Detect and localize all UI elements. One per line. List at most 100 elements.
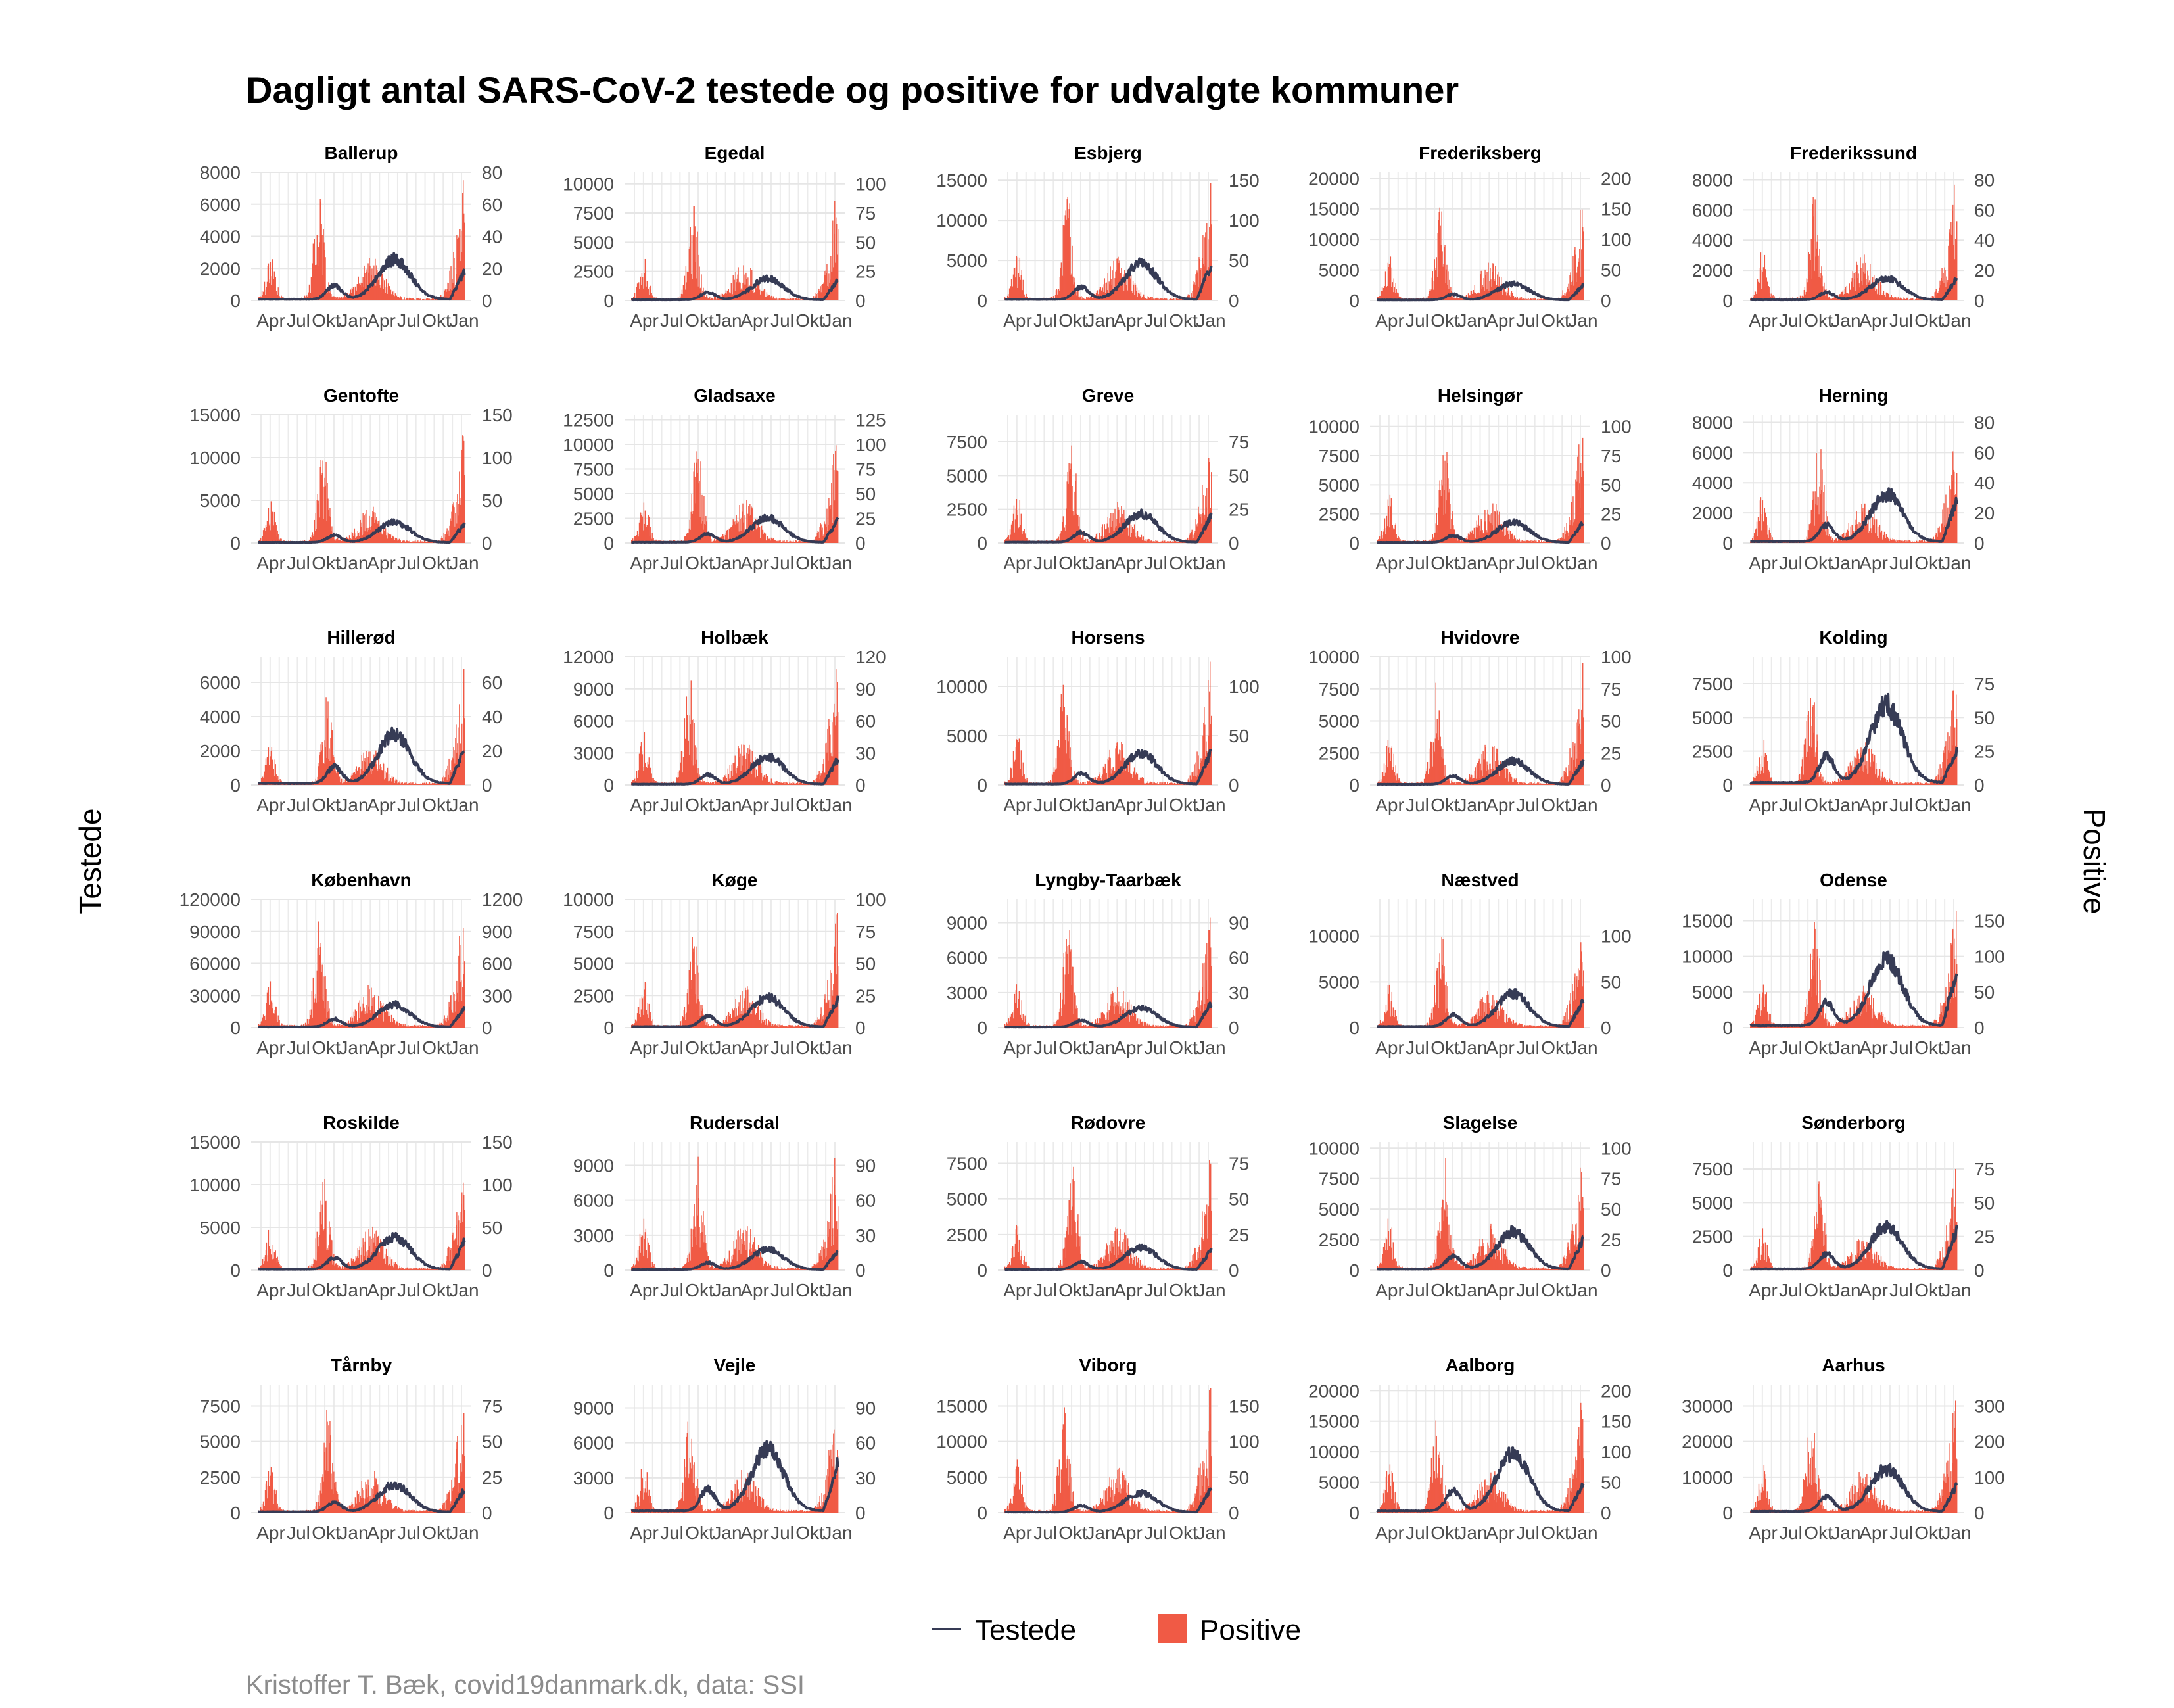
positive-bar bbox=[785, 541, 786, 543]
positive-bar bbox=[797, 782, 799, 785]
positive-bar bbox=[1151, 782, 1152, 785]
positive-bar bbox=[1076, 295, 1077, 300]
positive-bar bbox=[1084, 540, 1085, 543]
positive-bar bbox=[1515, 540, 1517, 543]
positive-bar bbox=[1762, 500, 1764, 543]
positive-bar bbox=[776, 540, 778, 543]
positive-bar bbox=[824, 275, 826, 300]
positive-bar bbox=[1392, 525, 1394, 543]
positive-bar bbox=[1542, 542, 1544, 543]
positive-bar bbox=[1382, 531, 1384, 543]
positive-bar bbox=[324, 250, 325, 300]
right-tick-label: 150 bbox=[482, 405, 513, 425]
positive-bar bbox=[690, 680, 692, 785]
positive-bar bbox=[1853, 287, 1854, 300]
positive-bar bbox=[1920, 540, 1922, 543]
positive-bar bbox=[1137, 773, 1139, 785]
positive-bar bbox=[431, 542, 433, 543]
positive-bar bbox=[308, 284, 310, 300]
positive-bar bbox=[1175, 784, 1177, 785]
positive-bar bbox=[370, 286, 371, 300]
positive-bar bbox=[1114, 508, 1116, 543]
positive-bar bbox=[1125, 771, 1127, 785]
positive-bar bbox=[398, 782, 400, 785]
positive-bar bbox=[275, 522, 276, 543]
positive-bar bbox=[1069, 203, 1070, 300]
positive-bar bbox=[1382, 772, 1384, 785]
positive-bar bbox=[680, 751, 682, 785]
positive-bar bbox=[402, 782, 403, 785]
x-tick-label: Okt bbox=[1804, 553, 1833, 573]
positive-bar bbox=[1827, 516, 1828, 543]
positive-bar bbox=[377, 273, 379, 300]
positive-bar bbox=[1876, 294, 1878, 300]
positive-bar bbox=[1480, 519, 1482, 543]
positive-bar bbox=[1898, 542, 1899, 543]
positive-bar bbox=[715, 540, 717, 543]
positive-bar bbox=[1062, 684, 1064, 785]
positive-bar bbox=[331, 297, 333, 300]
left-tick-label: 6000 bbox=[1692, 442, 1733, 463]
positive-bar bbox=[1500, 524, 1501, 543]
positive-bar bbox=[1133, 295, 1135, 300]
positive-bar bbox=[1436, 513, 1437, 543]
positive-bar bbox=[329, 508, 331, 543]
positive-bar bbox=[1086, 297, 1087, 300]
positive-bar bbox=[1916, 298, 1918, 300]
positive-bar bbox=[1075, 778, 1077, 785]
positive-bar bbox=[1863, 523, 1864, 543]
right-tick-label: 0 bbox=[482, 291, 492, 311]
positive-bar bbox=[735, 521, 736, 543]
positive-bar bbox=[262, 536, 264, 543]
positive-bar bbox=[638, 522, 640, 543]
positive-bar bbox=[337, 538, 339, 543]
positive-bar bbox=[1481, 289, 1482, 300]
positive-bar bbox=[805, 784, 807, 785]
positive-bar bbox=[717, 782, 719, 785]
positive-bar bbox=[266, 281, 268, 300]
positive-bar bbox=[273, 271, 275, 300]
positive-bar bbox=[702, 778, 703, 785]
positive-bar bbox=[787, 298, 788, 300]
x-tick-label: Apr bbox=[1375, 310, 1404, 331]
positive-bar bbox=[277, 776, 278, 785]
positive-bar bbox=[1870, 528, 1872, 543]
positive-bar bbox=[757, 281, 759, 300]
positive-bar bbox=[1868, 282, 1870, 300]
positive-bar bbox=[684, 718, 686, 785]
positive-bar bbox=[1441, 479, 1442, 543]
x-tick-label: Jul bbox=[1144, 553, 1168, 573]
positive-bar bbox=[686, 715, 688, 785]
panel-title: Egedal bbox=[705, 143, 765, 163]
positive-bar bbox=[1443, 515, 1444, 543]
positive-bar bbox=[794, 784, 795, 785]
left-tick-label: 2500 bbox=[947, 500, 987, 520]
positive-bar bbox=[1819, 486, 1820, 543]
positive-bar bbox=[275, 774, 277, 785]
positive-bar bbox=[1505, 292, 1507, 300]
positive-bar bbox=[1381, 291, 1382, 300]
positive-bar bbox=[1018, 738, 1020, 785]
positive-bar bbox=[1177, 299, 1179, 300]
positive-bar bbox=[1194, 284, 1196, 300]
positive-bar bbox=[1060, 262, 1062, 300]
positive-bar bbox=[332, 296, 333, 300]
positive-bar bbox=[636, 287, 638, 300]
x-tick-label: Jan bbox=[1196, 795, 1225, 815]
positive-bar bbox=[394, 296, 396, 300]
x-tick-label: Jan bbox=[449, 553, 479, 573]
positive-bar bbox=[1456, 297, 1457, 300]
positive-bar bbox=[1118, 510, 1120, 543]
positive-bar bbox=[1566, 291, 1567, 300]
positive-bar bbox=[1939, 280, 1941, 300]
positive-bar bbox=[701, 494, 703, 543]
positive-bar bbox=[801, 542, 803, 543]
positive-bar bbox=[414, 784, 415, 785]
positive-bar bbox=[1757, 517, 1759, 543]
positive-bar bbox=[392, 291, 394, 300]
positive-bar bbox=[1442, 455, 1444, 543]
positive-bar bbox=[462, 755, 463, 785]
right-tick-label: 80 bbox=[1974, 170, 1995, 190]
positive-bar bbox=[1155, 783, 1156, 785]
positive-bar bbox=[1156, 541, 1158, 543]
